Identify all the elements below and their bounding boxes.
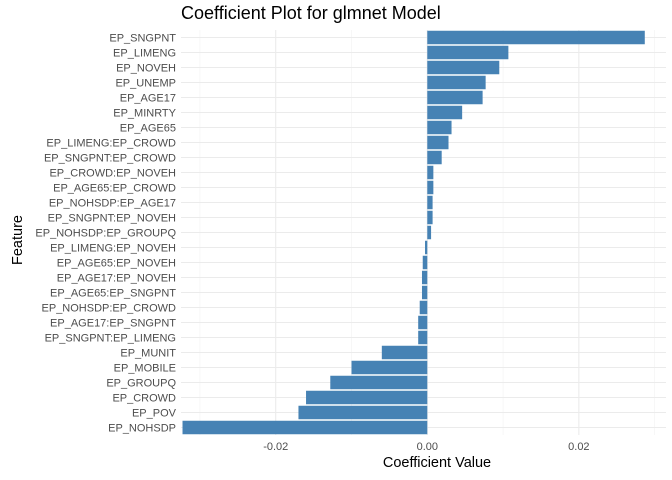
y-tick-label: EP_POV	[132, 408, 177, 420]
bar-ep-age65	[427, 120, 452, 135]
y-tick-label: EP_NOHSDP:EP_GROUPQ	[35, 228, 176, 240]
x-tick-label: 0.02	[568, 441, 589, 453]
bar-ep-nohsdp	[182, 420, 428, 435]
bar-ep-age17-ep-noveh	[421, 270, 428, 285]
y-tick-label: EP_MUNIT	[120, 348, 176, 360]
y-axis-title: Feature	[10, 215, 26, 265]
bar-ep-sngpnt-ep-noveh	[427, 210, 433, 225]
bar-ep-pov	[298, 405, 428, 420]
y-tick-label: EP_SNGPNT:EP_NOVEH	[48, 213, 176, 225]
bar-ep-crowd	[306, 390, 428, 405]
bar-ep-age17-ep-sngpnt	[418, 315, 428, 330]
y-tick-label: EP_NOHSDP	[108, 423, 176, 435]
y-tick-label: EP_NOHSDP:EP_AGE17	[49, 198, 176, 210]
y-tick-label: EP_AGE17	[120, 93, 176, 105]
bar-ep-limeng-ep-noveh	[425, 240, 428, 255]
y-tick-label: EP_AGE17:EP_NOVEH	[57, 273, 176, 285]
bar-ep-unemp	[427, 75, 486, 90]
x-tick-label: -0.02	[263, 441, 288, 453]
y-tick-label: EP_UNEMP	[115, 78, 176, 90]
y-tick-label: EP_SNGPNT	[109, 33, 176, 45]
y-tick-label: EP_NOVEH	[116, 63, 176, 75]
y-tick-label: EP_CROWD:EP_NOVEH	[49, 168, 176, 180]
bar-ep-limeng	[427, 45, 509, 60]
y-tick-label: EP_MINRTY	[113, 108, 176, 120]
y-tick-label: EP_AGE65	[120, 123, 176, 135]
y-tick-label: EP_NOHSDP:EP_CROWD	[42, 303, 177, 315]
bar-ep-nohsdp-ep-crowd	[419, 300, 428, 315]
bar-ep-mobile	[351, 360, 428, 375]
y-tick-label: EP_SNGPNT:EP_LIMENG	[45, 333, 176, 345]
x-axis-title: Coefficient Value	[382, 455, 492, 471]
y-tick-label: EP_GROUPQ	[106, 378, 176, 390]
bar-ep-munit	[381, 345, 428, 360]
x-tick-label: 0.00	[417, 441, 438, 453]
y-tick-label: EP_AGE65:EP_SNGPNT	[50, 288, 176, 300]
bar-ep-sngpnt-ep-limeng	[418, 330, 428, 345]
y-tick-label: EP_SNGPNT:EP_CROWD	[44, 153, 176, 165]
bar-ep-groupq	[330, 375, 428, 390]
bar-ep-age65-ep-noveh	[422, 255, 428, 270]
y-tick-label: EP_LIMENG:EP_CROWD	[46, 138, 176, 150]
chart-title: Coefficient Plot for glmnet Model	[181, 3, 441, 23]
bar-ep-age17	[427, 90, 483, 105]
bar-ep-nohsdp-ep-age17	[427, 195, 433, 210]
bar-ep-sngpnt-ep-crowd	[427, 150, 442, 165]
bar-ep-minrty	[427, 105, 463, 120]
y-tick-label: EP_CROWD	[112, 393, 176, 405]
bar-ep-limeng-ep-crowd	[427, 135, 449, 150]
bar-ep-age65-ep-crowd	[427, 180, 434, 195]
bar-ep-age65-ep-sngpnt	[421, 285, 428, 300]
bar-ep-noveh	[427, 60, 500, 75]
y-tick-label: EP_AGE17:EP_SNGPNT	[50, 318, 176, 330]
bar-ep-crowd-ep-noveh	[427, 165, 434, 180]
y-tick-label: EP_AGE65:EP_CROWD	[53, 183, 176, 195]
y-tick-label: EP_LIMENG:EP_NOVEH	[50, 243, 176, 255]
y-tick-label: EP_MOBILE	[114, 363, 176, 375]
bar-ep-nohsdp-ep-groupq	[427, 225, 432, 240]
bar-ep-sngpnt	[427, 30, 645, 45]
y-tick-label: EP_AGE65:EP_NOVEH	[57, 258, 176, 270]
y-tick-label: EP_LIMENG	[113, 48, 176, 60]
